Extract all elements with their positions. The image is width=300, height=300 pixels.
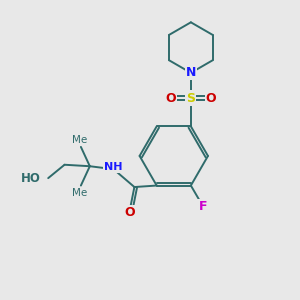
Text: F: F [199,200,207,213]
Text: N: N [186,66,196,79]
Text: N: N [186,66,196,79]
Text: S: S [186,92,195,105]
Text: O: O [165,92,176,105]
Text: Me: Me [72,188,87,198]
Text: NH: NH [104,162,123,172]
Text: Me: Me [72,134,87,145]
Text: O: O [206,92,216,105]
Text: O: O [124,206,135,219]
Text: HO: HO [21,172,41,184]
